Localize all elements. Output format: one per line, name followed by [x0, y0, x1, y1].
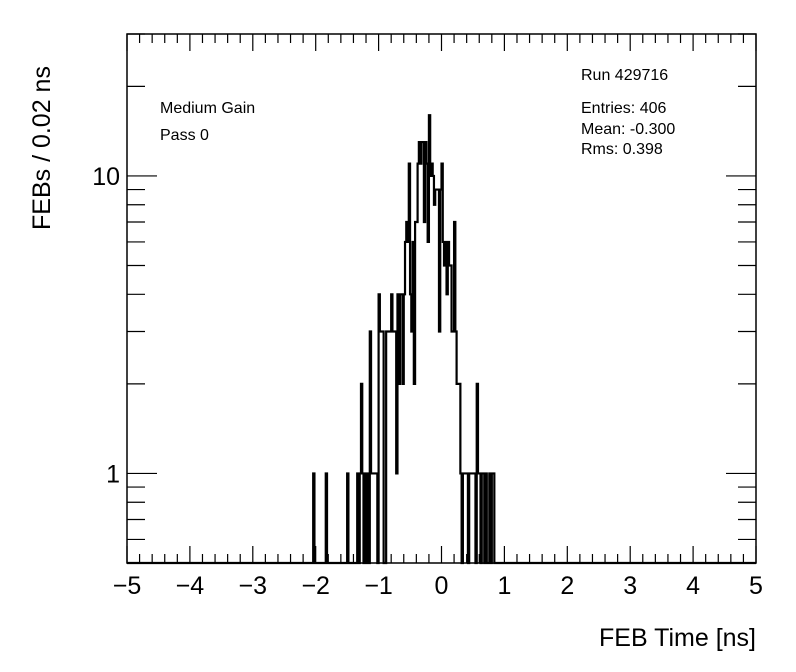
annotation-pass: Pass 0: [160, 127, 209, 144]
stats-entries: Entries: 406: [581, 100, 666, 117]
stats-run: Run 429716: [581, 67, 668, 84]
y-axis-title: FEBs / 0.02 ns: [28, 66, 56, 230]
annotation-gain: Medium Gain: [160, 100, 255, 117]
stats-mean: Mean: -0.300: [581, 121, 675, 138]
histogram-line: [127, 114, 756, 565]
x-tick-label: −5: [113, 572, 142, 600]
y-tick-label: 1: [106, 460, 120, 488]
x-tick-label: −1: [364, 572, 393, 600]
x-axis-title: FEB Time [ns]: [599, 624, 756, 652]
x-tick-label: 0: [435, 572, 449, 600]
x-tick-label: 3: [623, 572, 637, 600]
x-tick-label: 4: [686, 572, 700, 600]
stats-rms: Rms: 0.398: [581, 141, 663, 158]
x-tick-labels: −5 −4 −3 −2 −1 0 1 2 3 4 5: [113, 572, 763, 600]
x-tick-label: −4: [176, 572, 205, 600]
x-tick-label: −2: [301, 572, 330, 600]
plot-frame: [126, 33, 757, 564]
y-tick-label: 10: [92, 163, 120, 191]
x-tick-label: 1: [497, 572, 511, 600]
x-tick-label: −3: [239, 572, 268, 600]
x-tick-label: 2: [560, 572, 574, 600]
y-tick-labels: 1 10: [92, 163, 120, 489]
x-tick-label: 5: [749, 572, 763, 600]
